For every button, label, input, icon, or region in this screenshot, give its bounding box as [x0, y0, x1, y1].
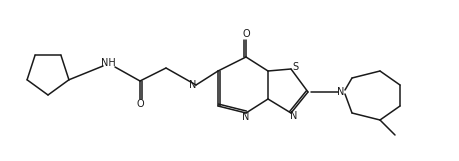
Text: NH: NH — [101, 58, 115, 68]
Text: S: S — [292, 62, 298, 72]
Text: O: O — [242, 29, 250, 39]
Text: O: O — [136, 99, 144, 109]
Text: N: N — [337, 87, 345, 97]
Text: N: N — [290, 111, 298, 121]
Text: N: N — [242, 112, 250, 122]
Text: N: N — [189, 80, 197, 90]
